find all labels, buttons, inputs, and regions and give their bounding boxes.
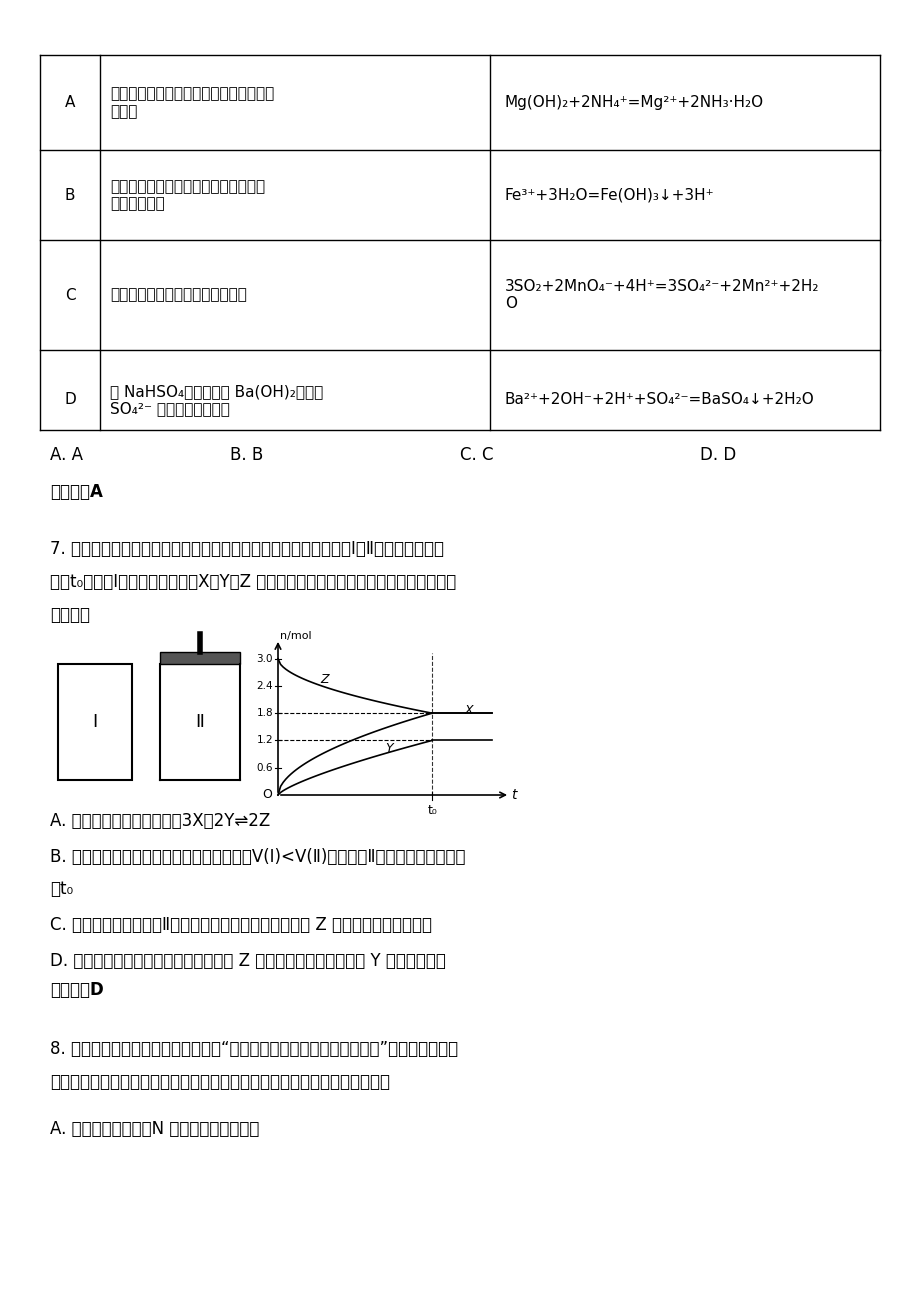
Text: B: B bbox=[64, 187, 75, 203]
Text: n/mol: n/mol bbox=[279, 631, 312, 641]
Text: 【答案】D: 【答案】D bbox=[50, 980, 104, 999]
Text: Ⅱ: Ⅱ bbox=[196, 713, 204, 730]
Text: Z: Z bbox=[321, 673, 329, 686]
Text: Y: Y bbox=[385, 742, 392, 755]
Text: C. 若达平衡后，对容器Ⅱ升高温度时，其体积增大，说明 Z 发生的反应为吸热反应: C. 若达平衡后，对容器Ⅱ升高温度时，其体积增大，说明 Z 发生的反应为吸热反应 bbox=[50, 917, 432, 934]
Text: A. 该反应的化学方程式为：3X＋2Y⇌2Z: A. 该反应的化学方程式为：3X＋2Y⇌2Z bbox=[50, 812, 270, 829]
Text: 7. 在一定温度下，将等量的气体分别通入起始体积相同的密闭容器Ⅰ和Ⅱ中，使其发生反: 7. 在一定温度下，将等量的气体分别通入起始体积相同的密闭容器Ⅰ和Ⅱ中，使其发生… bbox=[50, 540, 444, 559]
Text: t: t bbox=[511, 788, 516, 802]
FancyBboxPatch shape bbox=[160, 652, 240, 664]
Text: 1.2: 1.2 bbox=[256, 736, 273, 746]
Text: 二氧化硫使酸性高锡酸钒溶液褮色: 二氧化硫使酸性高锡酸钒溶液褮色 bbox=[110, 288, 246, 302]
Text: 0.6: 0.6 bbox=[256, 763, 273, 772]
Text: A. A: A. A bbox=[50, 447, 83, 464]
Text: X: X bbox=[464, 704, 472, 717]
Text: 向沸水中滴加饱和氯化铁溶液得到透明
的红褐色液体: 向沸水中滴加饱和氯化铁溶液得到透明 的红褐色液体 bbox=[110, 178, 265, 211]
Text: 【答案】A: 【答案】A bbox=[50, 483, 103, 501]
Text: 于t₀: 于t₀ bbox=[50, 880, 74, 898]
FancyBboxPatch shape bbox=[58, 664, 131, 780]
Text: Fe³⁺+3H₂O=Fe(OH)₃↓+3H⁺: Fe³⁺+3H₂O=Fe(OH)₃↓+3H⁺ bbox=[505, 187, 714, 203]
Text: 2.4: 2.4 bbox=[256, 681, 273, 691]
Text: C. C: C. C bbox=[460, 447, 493, 464]
Text: 8. 王安石在《元丰行示德逢》里写道“雷蟠电掣云滤滤，夜半载雨输产皋”，此时空气中的: 8. 王安石在《元丰行示德逢》里写道“雷蟠电掣云滤滤，夜半载雨输产皋”，此时空气… bbox=[50, 1040, 458, 1059]
Text: B. 若两容器中均达到平衡时，两容器的体积V(Ⅰ)<V(Ⅱ)，则容器Ⅱ达到平衡所需时间小: B. 若两容器中均达到平衡时，两容器的体积V(Ⅰ)<V(Ⅱ)，则容器Ⅱ达到平衡所… bbox=[50, 848, 465, 866]
Text: 3SO₂+2MnO₄⁻+4H⁺=3SO₄²⁻+2Mn²⁺+2H₂
O: 3SO₂+2MnO₄⁻+4H⁺=3SO₄²⁻+2Mn²⁺+2H₂ O bbox=[505, 279, 819, 311]
Text: 氮气经过一系列反应最终进入土壤，氮元素被植物所利用。下列说法错误的是: 氮气经过一系列反应最终进入土壤，氮元素被植物所利用。下列说法错误的是 bbox=[50, 1073, 390, 1091]
Text: 1.8: 1.8 bbox=[256, 708, 273, 719]
Text: C: C bbox=[64, 288, 75, 302]
Text: D. D: D. D bbox=[699, 447, 735, 464]
Text: t₀: t₀ bbox=[426, 805, 437, 816]
Text: B. B: B. B bbox=[230, 447, 263, 464]
Text: D. 若两容器中均达到平衡时，两容器中 Z 的物质的量分数相同，则 Y 为固态或液态: D. 若两容器中均达到平衡时，两容器中 Z 的物质的量分数相同，则 Y 为固态或… bbox=[50, 952, 446, 970]
Text: D: D bbox=[64, 392, 75, 408]
Text: Ⅰ: Ⅰ bbox=[92, 713, 97, 730]
Text: 3.0: 3.0 bbox=[256, 654, 273, 664]
Text: 向 NaHSO₄溶液中滴加 Ba(OH)₂溶液至
SO₄²⁻ 离子恰好沉淠完全: 向 NaHSO₄溶液中滴加 Ba(OH)₂溶液至 SO₄²⁻ 离子恰好沉淠完全 bbox=[110, 384, 323, 417]
Text: 正确的是: 正确的是 bbox=[50, 605, 90, 624]
Text: 应，t₀时容器Ⅰ中达到化学平衡，X、Y、Z 的物质的量的变化如图所示。则下列有关推断: 应，t₀时容器Ⅰ中达到化学平衡，X、Y、Z 的物质的量的变化如图所示。则下列有关… bbox=[50, 573, 456, 591]
Text: A. 在同周期元素中，N 的未成对电子数最多: A. 在同周期元素中，N 的未成对电子数最多 bbox=[50, 1120, 259, 1138]
Text: A: A bbox=[64, 95, 75, 109]
Text: O: O bbox=[262, 789, 272, 802]
Text: Mg(OH)₂+2NH₄⁺=Mg²⁺+2NH₃·H₂O: Mg(OH)₂+2NH₄⁺=Mg²⁺+2NH₃·H₂O bbox=[505, 95, 764, 109]
Text: 向氢氧化镁悬浊液中滴加氯化鍗溶液，沉
淠溶解: 向氢氧化镁悬浊液中滴加氯化鍗溶液，沉 淠溶解 bbox=[110, 86, 274, 118]
Text: Ba²⁺+2OH⁻+2H⁺+SO₄²⁻=BaSO₄↓+2H₂O: Ba²⁺+2OH⁻+2H⁺+SO₄²⁻=BaSO₄↓+2H₂O bbox=[505, 392, 814, 408]
